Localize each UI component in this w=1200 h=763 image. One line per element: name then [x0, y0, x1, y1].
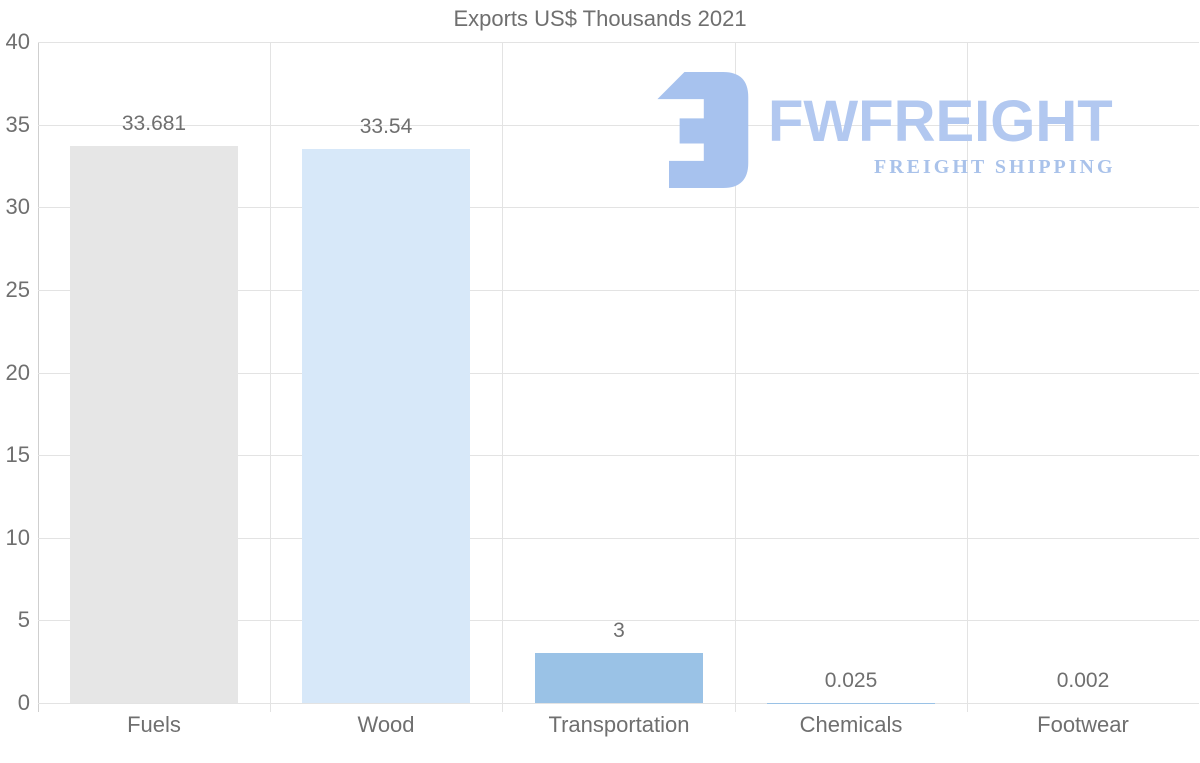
bar-value-footwear: 0.002	[1056, 668, 1110, 692]
bar-transportation	[535, 653, 703, 703]
gridline-y-30	[38, 207, 1199, 209]
gridline-y-40	[38, 42, 1199, 43]
gridline-y-15	[38, 455, 1199, 457]
plot-area: 33.681 33.54 3 0.025 0.002	[38, 42, 1199, 712]
y-tick-label-35: 35	[5, 111, 30, 137]
y-tick-label-10: 10	[5, 524, 30, 550]
gridline-y-25	[38, 289, 1199, 291]
fwfreight-logo-text: FWFREIGHT	[768, 89, 1113, 154]
y-tick-label-30: 30	[5, 194, 30, 220]
y-tick-label-5: 5	[17, 607, 30, 633]
gridline-y-35	[38, 124, 1199, 126]
fwfreight-logo: FWFREIGHT FREIGHT SHIPPING	[646, 70, 1156, 188]
category-label-chemicals: Chemicals	[799, 712, 903, 737]
bar-value-chemicals: 0.025	[824, 668, 878, 692]
category-label-footwear: Footwear	[1037, 712, 1129, 737]
category-label-wood: Wood	[357, 712, 415, 737]
gridline-x-1	[270, 42, 271, 712]
category-label-transportation: Transportation	[548, 712, 690, 737]
gridline-x-2	[502, 42, 503, 712]
y-tick-label-20: 20	[5, 359, 30, 385]
y-tick-label-40: 40	[5, 29, 30, 54]
bar-fuels	[70, 146, 238, 703]
fwfreight-mark-icon	[646, 72, 750, 193]
bar-wood	[302, 148, 470, 703]
chart-title: Exports US$ Thousands 2021	[453, 6, 747, 31]
y-tick-label-0: 0	[17, 690, 30, 715]
y-tick-label-25: 25	[5, 276, 30, 302]
gridline-y-20	[38, 372, 1199, 374]
y-axis-line	[38, 42, 39, 712]
fwfreight-logo-tagline: FREIGHT SHIPPING	[874, 156, 1116, 178]
gridline-y-5	[38, 620, 1199, 622]
bar-value-transportation: 3	[613, 619, 625, 643]
bar-value-fuels: 33.681	[121, 112, 187, 136]
category-label-fuels: Fuels	[127, 712, 181, 737]
gridline-x-3	[735, 42, 736, 712]
gridline-x-4	[967, 42, 968, 712]
y-tick-label-15: 15	[5, 442, 30, 468]
gridline-y-0	[38, 703, 1199, 704]
bar-value-wood: 33.54	[359, 114, 413, 138]
gridline-y-10	[38, 537, 1199, 539]
